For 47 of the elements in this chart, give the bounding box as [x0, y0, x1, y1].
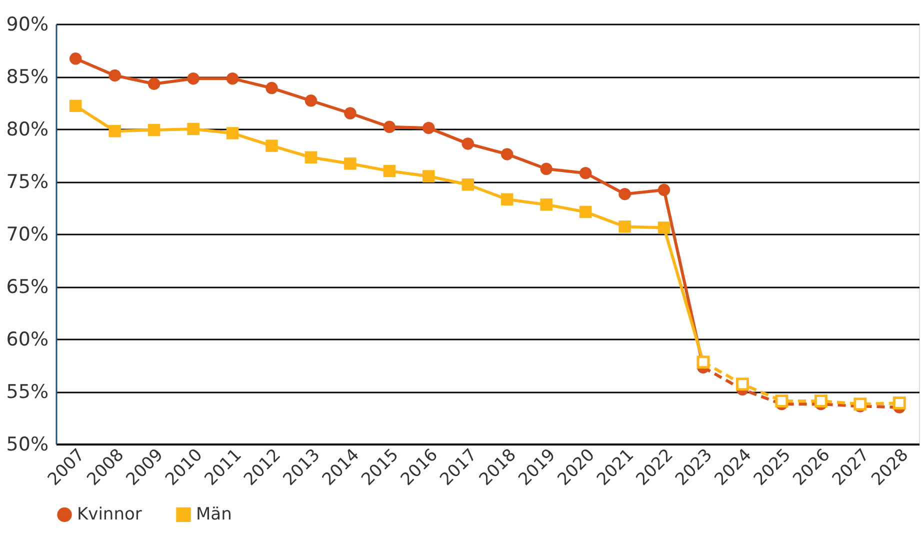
point — [579, 166, 592, 180]
point — [226, 72, 239, 85]
point — [344, 107, 356, 120]
y-tick-label: 50% — [6, 434, 48, 456]
point — [226, 127, 239, 140]
point — [148, 78, 160, 90]
point — [462, 138, 474, 150]
point — [892, 396, 906, 410]
point — [658, 184, 670, 196]
point — [422, 122, 435, 134]
point — [344, 158, 356, 170]
point — [304, 151, 318, 164]
point — [187, 72, 200, 85]
point — [69, 52, 82, 65]
y-tick-label: 60% — [6, 328, 48, 350]
y-tick-label: 90% — [6, 14, 48, 36]
y-tick-label: 85% — [6, 66, 48, 88]
point — [69, 100, 82, 112]
point — [383, 120, 396, 134]
point — [266, 82, 278, 94]
y-tick-label: 75% — [6, 171, 48, 193]
point — [500, 193, 514, 206]
point — [579, 206, 592, 218]
point — [775, 394, 788, 408]
point — [422, 170, 435, 182]
point — [736, 378, 749, 391]
point — [500, 148, 514, 160]
y-tick-label: 55% — [6, 381, 48, 403]
legend-label: Kvinnor — [77, 504, 142, 525]
point — [383, 164, 396, 178]
point — [618, 220, 631, 233]
point — [618, 188, 631, 200]
point — [266, 140, 278, 152]
point — [814, 394, 828, 408]
y-tick-label: 65% — [6, 276, 48, 298]
point — [108, 69, 121, 82]
legend-label: Män — [196, 504, 232, 525]
point — [108, 124, 121, 138]
point — [540, 162, 552, 176]
point — [462, 178, 474, 191]
y-tick-label: 80% — [6, 118, 48, 140]
point — [304, 94, 318, 107]
point — [148, 124, 160, 136]
point — [187, 122, 200, 136]
point — [540, 198, 552, 211]
y-tick-label: 70% — [6, 224, 48, 246]
point — [658, 222, 670, 234]
